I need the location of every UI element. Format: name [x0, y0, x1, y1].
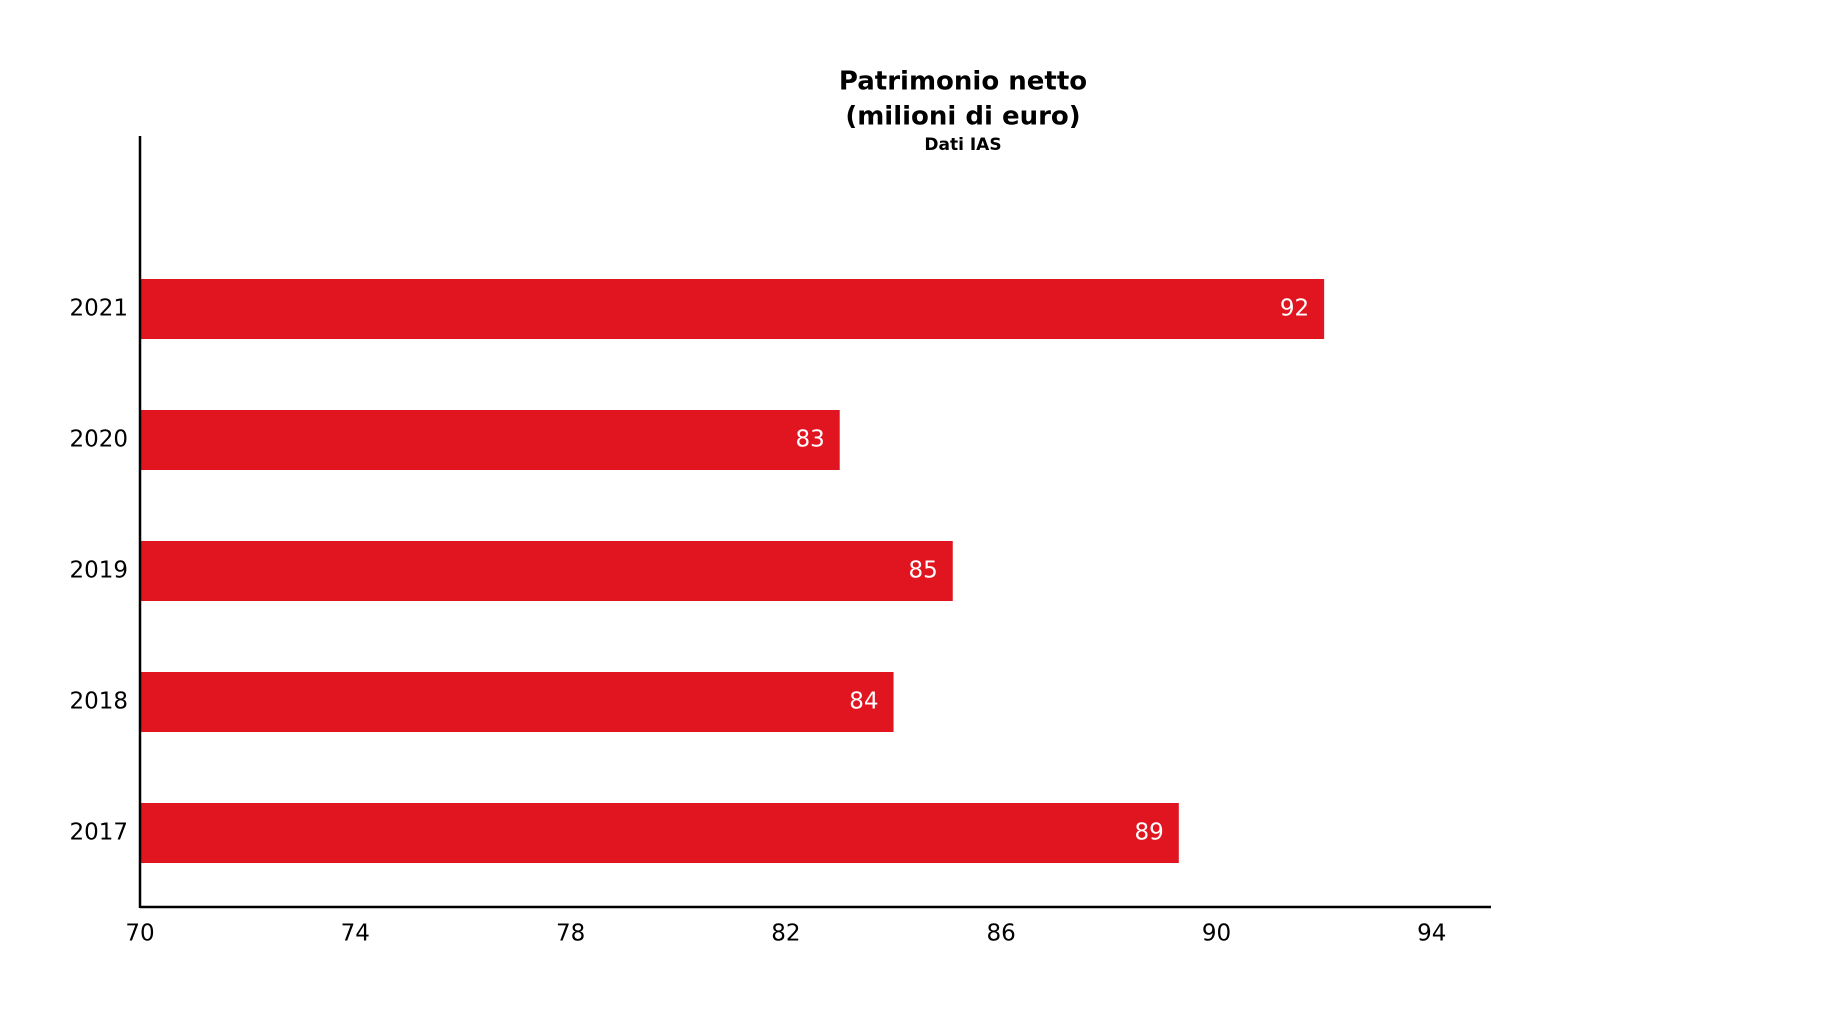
- x-tick-label: 94: [1417, 921, 1446, 947]
- bar: [140, 541, 953, 601]
- y-tick-label: 2018: [69, 689, 128, 715]
- x-tick-label: 86: [987, 921, 1016, 947]
- value-label: 84: [849, 689, 878, 715]
- y-tick-label: 2021: [69, 296, 128, 322]
- x-tick-label: 82: [771, 921, 800, 947]
- chart-title: Patrimonio netto: [839, 67, 1087, 97]
- bar: [140, 803, 1179, 863]
- bar: [140, 672, 894, 732]
- value-label: 89: [1135, 820, 1164, 846]
- chart-title: (milioni di euro): [845, 102, 1080, 132]
- y-tick-label: 2020: [69, 427, 128, 453]
- y-tick-label: 2019: [69, 558, 128, 584]
- bar: [140, 279, 1325, 339]
- x-tick-label: 74: [341, 921, 370, 947]
- x-tick-label: 70: [125, 921, 154, 947]
- value-label: 85: [908, 558, 937, 584]
- x-tick-label: 78: [556, 921, 585, 947]
- value-label: 92: [1280, 296, 1309, 322]
- x-tick-label: 90: [1202, 921, 1231, 947]
- y-tick-label: 2017: [69, 820, 128, 846]
- bar: [140, 410, 840, 470]
- value-label: 83: [795, 427, 824, 453]
- chart-subtitle: Dati IAS: [924, 135, 1001, 155]
